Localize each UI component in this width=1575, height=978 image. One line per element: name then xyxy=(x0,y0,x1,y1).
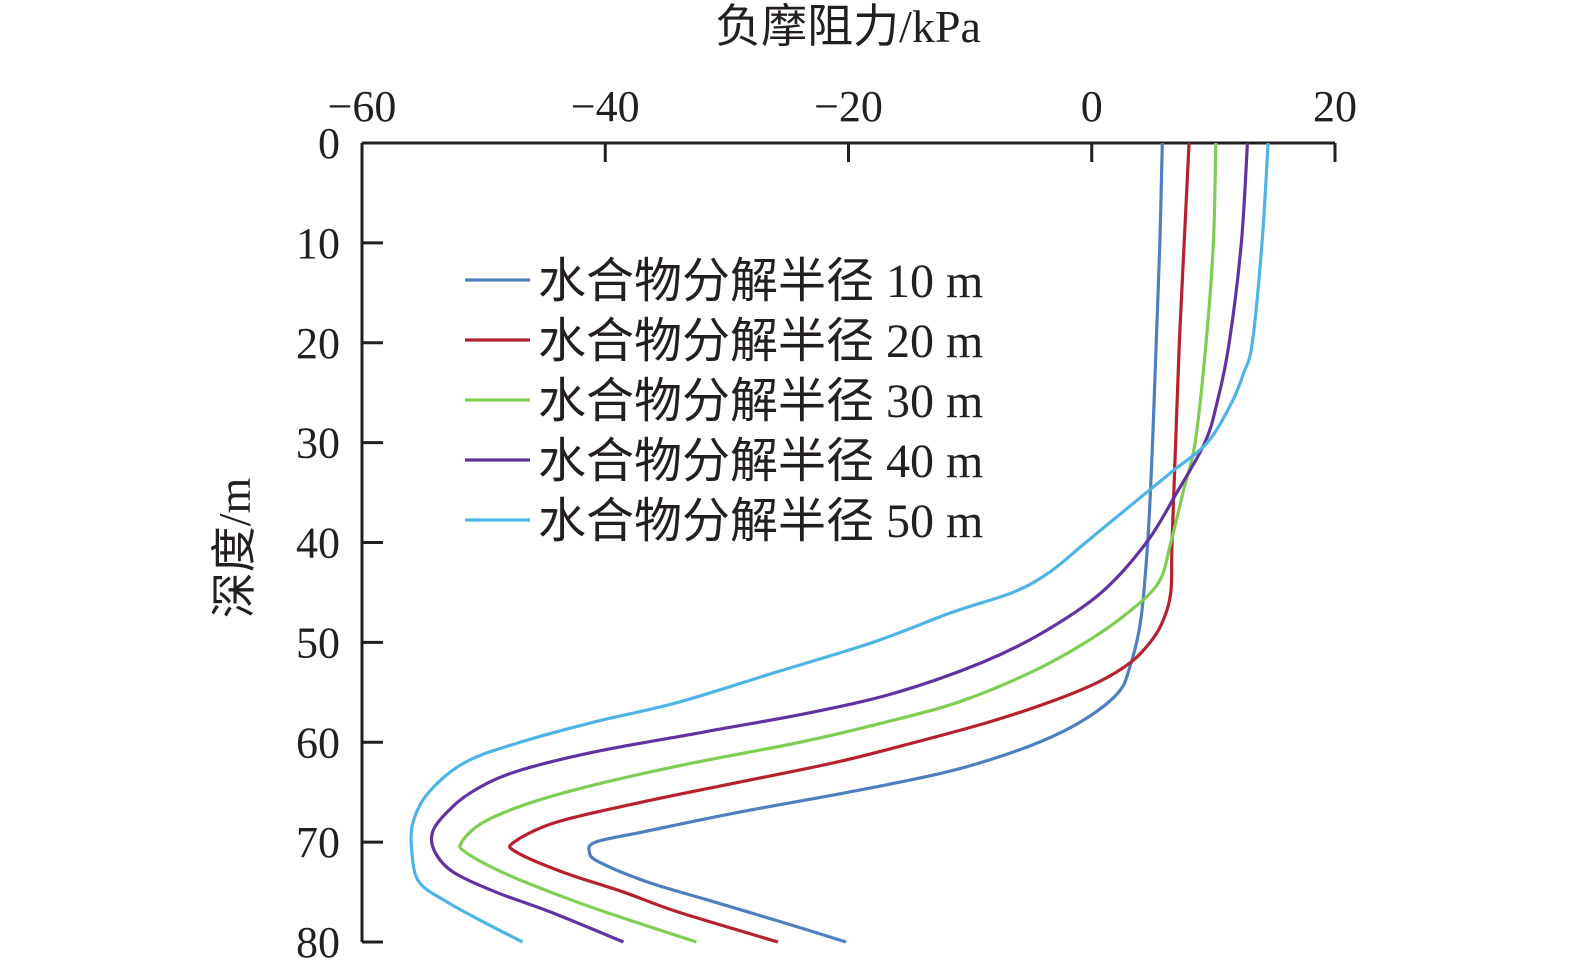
y-tick-label: 60 xyxy=(296,718,340,767)
series-line-40m xyxy=(429,142,1250,944)
y-tick-label: 20 xyxy=(296,319,340,368)
y-axis-label: 深度/m xyxy=(209,478,260,619)
legend-label: 水合物分解半径 50 m xyxy=(538,495,983,548)
series-line-10m xyxy=(587,142,1164,944)
y-tick-label: 0 xyxy=(318,119,340,168)
x-tick-label: −40 xyxy=(571,82,640,131)
x-axis-label: 负摩阻力/kPa xyxy=(715,1,981,52)
legend-label: 水合物分解半径 30 m xyxy=(538,375,983,428)
y-tick-label: 10 xyxy=(296,219,340,268)
series-line-20m xyxy=(508,142,1191,944)
legend-label: 水合物分解半径 20 m xyxy=(538,315,983,368)
y-tick-label: 40 xyxy=(296,519,340,568)
legend: 水合物分解半径 10 m 水合物分解半径 20 m 水合物分解半径 30 m 水合物分… xyxy=(465,255,983,548)
x-tick-label: 0 xyxy=(1081,82,1103,131)
x-tick-label: 20 xyxy=(1313,82,1357,131)
series-line-30m xyxy=(458,142,1218,944)
y-tick-label: 80 xyxy=(296,918,340,967)
legend-label: 水合物分解半径 10 m xyxy=(538,255,983,308)
x-tick-label: −60 xyxy=(328,82,397,131)
series-line-50m xyxy=(409,142,1270,944)
y-tick-label: 50 xyxy=(296,618,340,667)
legend-label: 水合物分解半径 40 m xyxy=(538,435,983,488)
y-tick-label: 30 xyxy=(296,419,340,468)
y-tick-label: 70 xyxy=(296,818,340,867)
x-tick-label: −20 xyxy=(814,82,883,131)
